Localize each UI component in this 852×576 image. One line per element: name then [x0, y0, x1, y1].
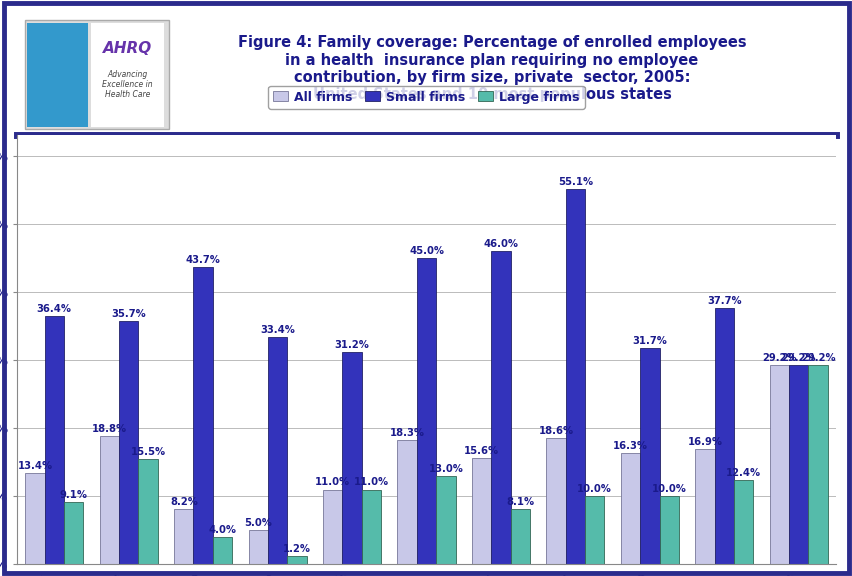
Text: 4.0%: 4.0%	[208, 525, 236, 535]
Bar	[213, 537, 232, 564]
Text: 18.8%: 18.8%	[92, 425, 127, 434]
Bar	[471, 458, 491, 564]
Text: 36.4%: 36.4%	[37, 304, 72, 314]
Text: 29.2%: 29.2%	[780, 354, 815, 363]
Bar	[174, 509, 193, 564]
Text: 1.2%: 1.2%	[283, 544, 311, 554]
Bar	[100, 437, 119, 564]
Bar	[119, 321, 138, 564]
Bar	[342, 352, 361, 564]
Bar	[714, 308, 733, 564]
Bar	[90, 23, 164, 127]
Text: 8.2%: 8.2%	[170, 497, 198, 506]
Text: 15.6%: 15.6%	[463, 446, 498, 456]
Bar	[435, 476, 455, 564]
Text: 31.7%: 31.7%	[631, 336, 666, 346]
Text: 12.4%: 12.4%	[725, 468, 760, 478]
Bar	[584, 497, 604, 564]
Text: 16.9%: 16.9%	[687, 437, 722, 448]
Bar	[44, 316, 64, 564]
Text: 33.4%: 33.4%	[260, 325, 295, 335]
Text: 15.5%: 15.5%	[130, 447, 165, 457]
Text: 37.7%: 37.7%	[706, 295, 740, 305]
Bar	[694, 449, 714, 564]
Text: 31.2%: 31.2%	[334, 340, 369, 350]
Bar	[788, 366, 808, 564]
Bar	[287, 556, 306, 564]
Text: 29.2%: 29.2%	[800, 354, 834, 363]
Text: 46.0%: 46.0%	[483, 239, 518, 249]
Bar	[546, 438, 565, 564]
Bar	[733, 480, 752, 564]
Text: 13.0%: 13.0%	[428, 464, 463, 474]
Bar	[491, 251, 510, 564]
Text: 16.3%: 16.3%	[613, 441, 648, 452]
Text: 13.4%: 13.4%	[17, 461, 53, 471]
Text: 55.1%: 55.1%	[557, 177, 592, 187]
Bar	[64, 502, 83, 564]
Text: 9.1%: 9.1%	[60, 490, 88, 501]
Bar	[639, 348, 659, 564]
Text: Figure 4: Family coverage: Percentage of enrolled employees
in a health  insuran: Figure 4: Family coverage: Percentage of…	[238, 35, 746, 103]
Bar	[397, 439, 417, 564]
Bar	[323, 490, 342, 564]
Bar	[26, 473, 44, 564]
Bar	[808, 366, 826, 564]
Bar	[248, 530, 268, 564]
Bar	[27, 23, 89, 127]
Legend: All firms, Small firms, Large firms: All firms, Small firms, Large firms	[268, 86, 584, 109]
Text: 18.6%: 18.6%	[538, 426, 573, 435]
Text: 35.7%: 35.7%	[112, 309, 146, 319]
Bar	[510, 509, 529, 564]
Text: 10.0%: 10.0%	[651, 484, 686, 494]
Text: Advancing
Excellence in
Health Care: Advancing Excellence in Health Care	[102, 70, 153, 99]
Bar	[620, 453, 639, 564]
Bar	[565, 189, 584, 564]
Bar	[417, 258, 435, 564]
Text: 11.0%: 11.0%	[314, 478, 350, 487]
Bar	[769, 366, 788, 564]
Bar	[26, 20, 169, 129]
Text: 29.2%: 29.2%	[761, 354, 796, 363]
Text: 5.0%: 5.0%	[244, 518, 272, 528]
Text: 11.0%: 11.0%	[354, 478, 389, 487]
Text: 8.1%: 8.1%	[505, 497, 533, 507]
Bar	[361, 490, 381, 564]
Text: 10.0%: 10.0%	[577, 484, 612, 494]
Text: 43.7%: 43.7%	[186, 255, 221, 264]
Text: 45.0%: 45.0%	[408, 246, 444, 256]
Text: AHRQ: AHRQ	[103, 41, 152, 56]
Bar	[193, 267, 213, 564]
Bar	[138, 459, 158, 564]
Bar	[659, 497, 678, 564]
Text: 18.3%: 18.3%	[389, 428, 424, 438]
Bar	[268, 337, 287, 564]
